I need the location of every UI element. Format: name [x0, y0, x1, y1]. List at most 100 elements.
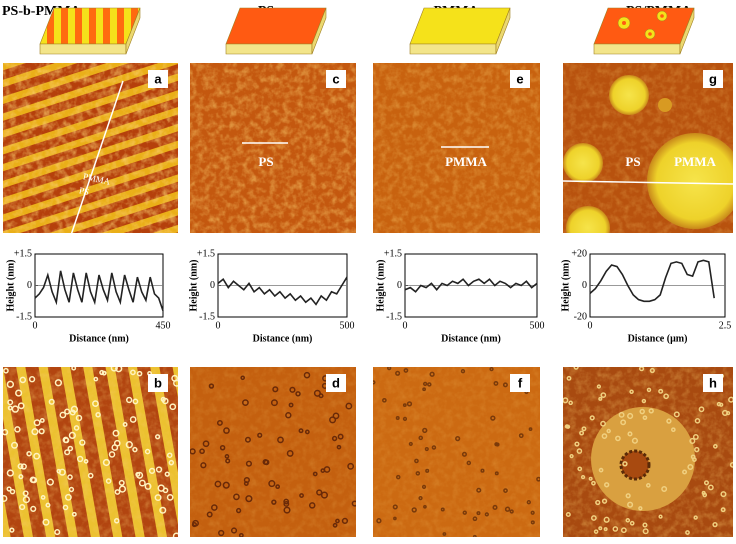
particle: [59, 411, 67, 419]
particle: [283, 506, 291, 514]
particle: [598, 467, 604, 473]
particle: [316, 489, 323, 496]
particle: [240, 375, 246, 381]
y-tick-label: +1.5: [197, 248, 215, 259]
particle: [19, 503, 26, 511]
particle: [577, 466, 583, 472]
particle: [169, 403, 177, 411]
panel-letter: h: [709, 375, 717, 390]
particle: [620, 419, 627, 426]
particle: [262, 459, 269, 465]
particle: [646, 387, 652, 393]
particle: [211, 504, 218, 511]
y-tick-label: -1.5: [16, 311, 32, 322]
particle: [19, 376, 27, 384]
particle: [92, 400, 99, 408]
y-tick-label: -1.5: [386, 311, 402, 322]
particle: [402, 416, 408, 421]
y-axis-label: Height (nm): [560, 260, 571, 312]
image-label: PS: [625, 154, 640, 169]
particle: [93, 376, 99, 382]
particle: [122, 422, 128, 427]
particle: [245, 495, 253, 503]
panel-letters: a c e g b d f h: [148, 70, 723, 392]
particle: [6, 380, 15, 389]
particle: [663, 393, 669, 400]
particle: [71, 367, 77, 371]
particle: [530, 510, 535, 515]
letter-box: [326, 70, 346, 88]
particle: [615, 435, 621, 442]
x-tick-label: 0: [216, 320, 221, 331]
particle: [589, 415, 595, 421]
particle: [612, 526, 619, 532]
particle: [332, 412, 340, 420]
particle: [622, 461, 628, 467]
x-axis-label: Distance (μm): [628, 333, 688, 344]
particle: [504, 506, 511, 512]
particle: [658, 388, 664, 394]
particle: [648, 408, 654, 414]
particle: [692, 434, 699, 440]
particle: [601, 498, 608, 504]
particle: [17, 463, 24, 470]
particle: [392, 504, 398, 510]
particle: [728, 396, 733, 403]
particle: [275, 484, 281, 490]
particle: [233, 493, 240, 501]
particle: [598, 526, 603, 531]
particle: [638, 367, 645, 372]
particle: [490, 415, 496, 421]
particle: [658, 514, 663, 519]
x-tick-label: 500: [530, 320, 545, 331]
particle: [347, 462, 355, 470]
x-tick-label: 500: [340, 320, 355, 331]
particle: [395, 416, 400, 420]
image-label: PMMA: [674, 154, 716, 169]
particle: [591, 480, 596, 486]
particle: [601, 433, 608, 439]
particle: [376, 518, 382, 524]
particle: [351, 500, 356, 507]
particle: [42, 518, 50, 526]
particle: [144, 482, 152, 490]
x-tick-label: 0: [403, 320, 408, 331]
particle: [336, 444, 342, 450]
y-tick-label: +20: [571, 248, 587, 259]
particle: [341, 517, 349, 525]
particle: [208, 383, 215, 389]
particle: [54, 529, 61, 536]
particle: [166, 493, 174, 501]
particle: [345, 402, 353, 410]
particle: [337, 433, 344, 440]
particle: [685, 530, 690, 535]
particle: [422, 387, 426, 392]
particle: [130, 369, 136, 376]
particle: [431, 445, 437, 450]
particle: [162, 397, 169, 405]
particle: [580, 475, 586, 480]
x-tick-label: 0: [588, 320, 593, 331]
particle: [164, 471, 170, 477]
y-tick-label: 0: [582, 280, 587, 291]
particle: [415, 471, 421, 476]
particle: [703, 480, 710, 486]
particle: [600, 392, 607, 399]
particle: [108, 451, 116, 458]
particle: [492, 504, 498, 510]
particle: [395, 370, 401, 376]
particle: [427, 382, 432, 387]
particle: [625, 493, 631, 499]
particle: [9, 527, 15, 533]
slab-icon: [39, 7, 141, 55]
particle: [148, 467, 156, 474]
particle: [620, 527, 627, 534]
panel-letter: e: [516, 71, 523, 86]
particle: [289, 386, 296, 393]
particle: [631, 437, 639, 444]
particle: [494, 442, 499, 447]
particle: [642, 415, 648, 421]
letter-box: [510, 70, 530, 88]
y-axis-label: Height (nm): [375, 260, 386, 312]
particle: [112, 429, 120, 437]
